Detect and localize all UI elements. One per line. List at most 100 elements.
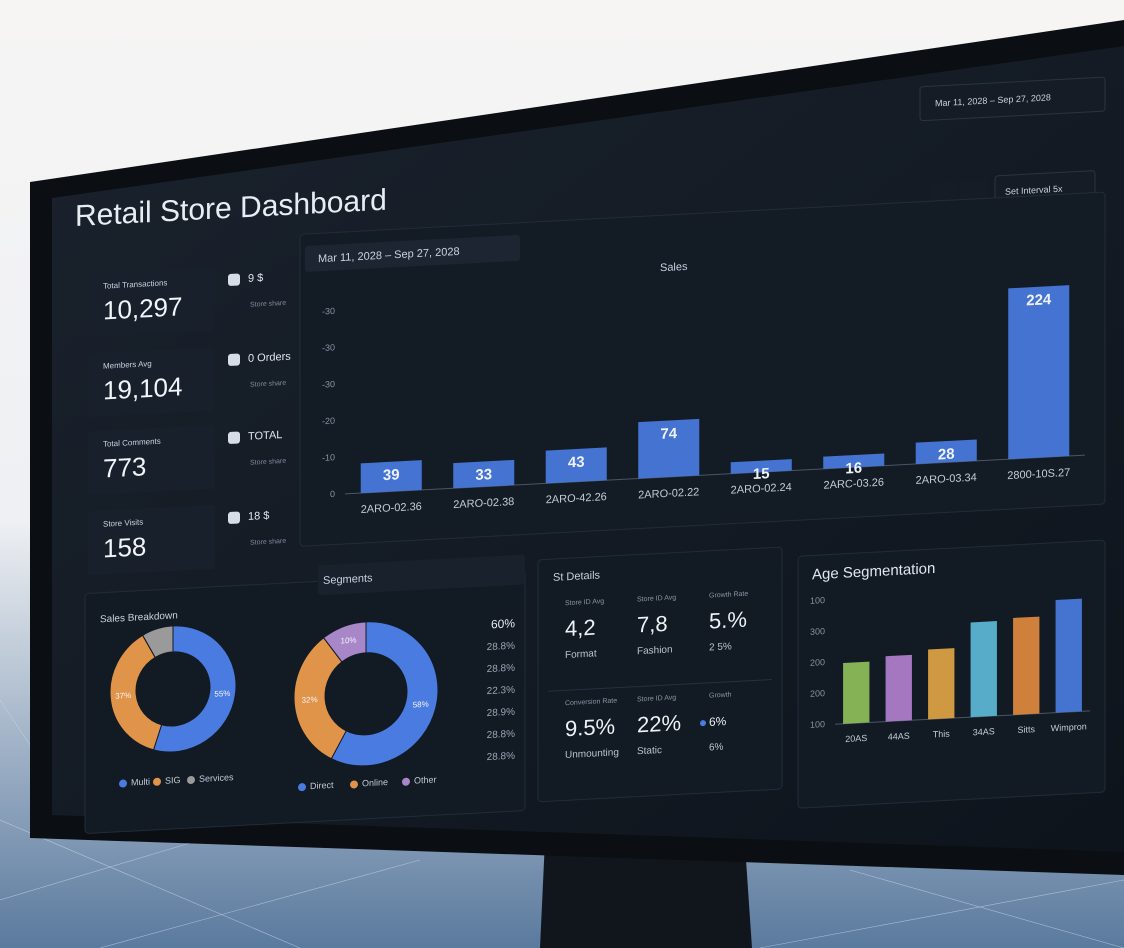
stat-value: 4,2 <box>565 615 596 642</box>
x-tick-label: 2ARC-03.26 <box>823 477 884 492</box>
stat-caption: Format <box>565 648 597 661</box>
donut-segment <box>109 634 163 751</box>
kpi-side: TOTAL <box>248 429 282 443</box>
y-tick-label: -30 <box>322 342 335 353</box>
kpi-label: Total Transactions <box>103 278 167 290</box>
stat-value: 6% <box>709 714 727 729</box>
kpi-label: Store Visits <box>103 518 143 529</box>
x-tick-label: 2ARO-42.26 <box>546 491 607 506</box>
kpi-sub: Store share <box>250 380 286 389</box>
segment-label: 10% <box>341 636 357 646</box>
x-tick-label: 20AS <box>845 733 867 744</box>
bar <box>453 459 515 489</box>
stat-label: Conversion Rate <box>565 697 617 707</box>
donut-segment <box>330 621 439 767</box>
dashboard: Retail Store Dashboard Mar 11, 2028 – Se… <box>75 76 1106 834</box>
stat-caption: Unmounting <box>565 747 619 761</box>
kpi-card <box>88 424 215 496</box>
y-tick-label: 100 <box>810 595 825 606</box>
bar <box>1008 285 1070 460</box>
legend-label: Services <box>199 772 234 784</box>
stat-label: Store ID Avg <box>565 598 604 607</box>
kpi-label: Total Comments <box>103 437 161 449</box>
y-tick-label: -20 <box>322 416 335 427</box>
donut-segment <box>141 625 174 659</box>
stat-label: Store ID Avg <box>637 594 676 603</box>
stat-label: Growth <box>709 692 732 700</box>
stat-caption: 6% <box>709 742 724 754</box>
monitor-stand <box>540 840 752 948</box>
y-tick-label: 0 <box>330 489 335 499</box>
x-tick-label: 2ARO-02.22 <box>638 486 699 501</box>
kpi-value: 19,104 <box>103 371 182 405</box>
segment-label: 32% <box>302 695 318 705</box>
bar-value-label: 74 <box>660 425 677 443</box>
x-tick-label: 2ARO-02.38 <box>453 496 514 511</box>
kpi-side: 0 Orders <box>248 351 291 365</box>
panel-title: Age Segmentation <box>812 560 935 583</box>
date-filter[interactable] <box>919 76 1106 122</box>
bar <box>915 439 977 465</box>
stat-caption: Fashion <box>637 644 673 657</box>
bar-value-label: 224 <box>1026 291 1052 309</box>
donut-segment <box>322 621 367 663</box>
stat-label: Growth Rate <box>709 591 748 600</box>
chart-menu[interactable]: Sales <box>660 261 688 274</box>
bar-value-label: 39 <box>383 466 400 484</box>
side-label: 28.8% <box>487 663 515 675</box>
kpi-icon <box>228 273 240 286</box>
legend-swatch <box>350 780 358 789</box>
bar <box>823 453 885 469</box>
segments-tab <box>318 554 525 596</box>
x-tick-label: 2ARO-02.24 <box>731 481 792 496</box>
legend-label: SIG <box>165 775 181 786</box>
bar <box>638 418 700 479</box>
bar-value-label: 16 <box>845 460 862 478</box>
stats-panel <box>537 546 783 803</box>
stat-caption: 2 5% <box>709 641 732 653</box>
y-tick-label: 300 <box>810 626 825 637</box>
x-tick-label: 2ARO-02.36 <box>361 501 422 516</box>
kpi-card <box>88 504 215 576</box>
x-tick-label: This <box>933 729 950 740</box>
stat-value: 22% <box>637 710 681 737</box>
side-label: 28.8% <box>487 641 515 653</box>
kpi-label: Members Avg <box>103 359 152 371</box>
y-tick-label: 100 <box>810 719 825 730</box>
side-label: 60% <box>491 616 515 631</box>
legend-swatch <box>187 775 195 784</box>
kpi-side: 9 $ <box>248 272 263 285</box>
side-label: 22.3% <box>487 685 515 697</box>
date-chip[interactable] <box>305 234 520 272</box>
legend-swatch <box>402 777 410 786</box>
kpi-value: 773 <box>103 451 146 483</box>
stat-value: 9.5% <box>565 714 615 742</box>
y-tick-label: 200 <box>810 657 825 668</box>
kpi-value: 10,297 <box>103 291 182 325</box>
bar <box>885 654 912 722</box>
legend-swatch <box>153 777 161 786</box>
stat-dot <box>700 720 706 727</box>
panel-title: Segments <box>323 572 373 587</box>
legend-label: Other <box>414 775 437 786</box>
stat-value: 7,8 <box>637 611 668 638</box>
bar <box>545 447 607 484</box>
kpi-sub: Store share <box>250 538 286 547</box>
toolbar-button-text: Set Interval 5x <box>1005 184 1063 197</box>
x-tick-label: 34AS <box>973 726 995 737</box>
y-tick-label: -10 <box>322 452 335 463</box>
kpi-card <box>88 266 215 338</box>
panel-title: Sales Breakdown <box>100 610 178 625</box>
bar <box>1013 616 1040 715</box>
legend-label: Direct <box>310 780 334 791</box>
legend-label: Multi <box>131 777 150 788</box>
stat-value: 5.% <box>709 607 747 634</box>
baseline <box>835 710 1090 725</box>
bar <box>928 648 955 720</box>
divider <box>548 679 772 692</box>
bar-value-label: 15 <box>753 465 770 483</box>
side-label: 28.8% <box>487 751 515 763</box>
segment-label: 58% <box>413 700 429 710</box>
x-tick-label: Wimpron <box>1051 721 1087 733</box>
